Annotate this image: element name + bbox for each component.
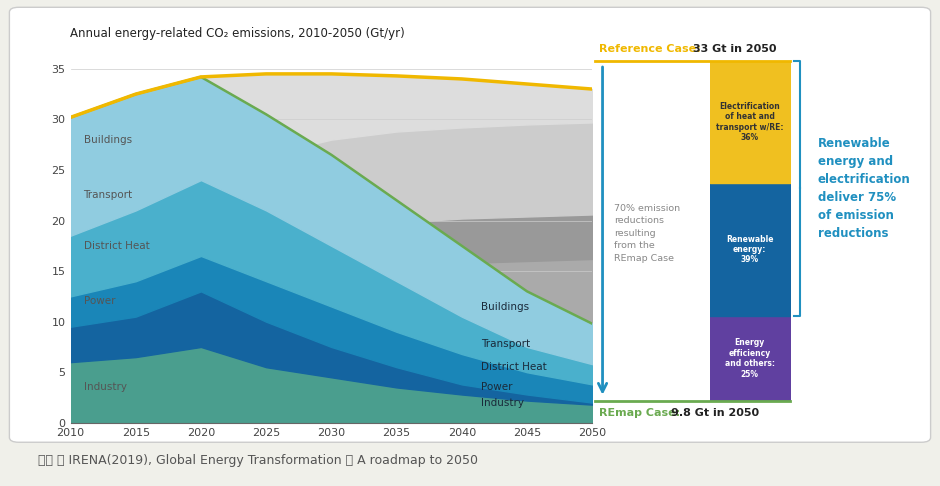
Text: Renewable
energy:
39%: Renewable energy: 39% [726,235,774,264]
Text: District Heat: District Heat [84,241,149,251]
Text: Industry: Industry [481,398,525,408]
Text: Power: Power [84,296,115,307]
Text: REmap Case:: REmap Case: [599,408,683,418]
Text: 자료 ： IRENA(2019), Global Energy Transformation ： A roadmap to 2050: 자료 ： IRENA(2019), Global Energy Transfor… [38,453,478,467]
Text: 9.8 Gt in 2050: 9.8 Gt in 2050 [671,408,760,418]
Text: 33 Gt in 2050: 33 Gt in 2050 [693,44,776,53]
Text: Renewable
energy and
electrification
deliver 75%
of emission
reductions: Renewable energy and electrification del… [818,137,911,240]
Text: Transport: Transport [481,339,530,349]
Text: 70% emission
reductions
resulting
from the
REmap Case: 70% emission reductions resulting from t… [614,204,680,263]
Text: Reference Case:: Reference Case: [599,44,704,53]
Text: Annual energy-related CO₂ emissions, 2010-2050 (Gt/yr): Annual energy-related CO₂ emissions, 201… [70,28,405,40]
Text: District Heat: District Heat [481,362,547,372]
Text: Transport: Transport [84,190,133,200]
Text: Industry: Industry [84,382,127,392]
Text: Buildings: Buildings [481,301,529,312]
Text: Buildings: Buildings [84,135,132,145]
Text: Energy
efficiency
and others:
25%: Energy efficiency and others: 25% [725,338,775,379]
Text: Electrification
of heat and
transport w/RE:
36%: Electrification of heat and transport w/… [716,102,783,142]
Text: Power: Power [481,382,513,392]
